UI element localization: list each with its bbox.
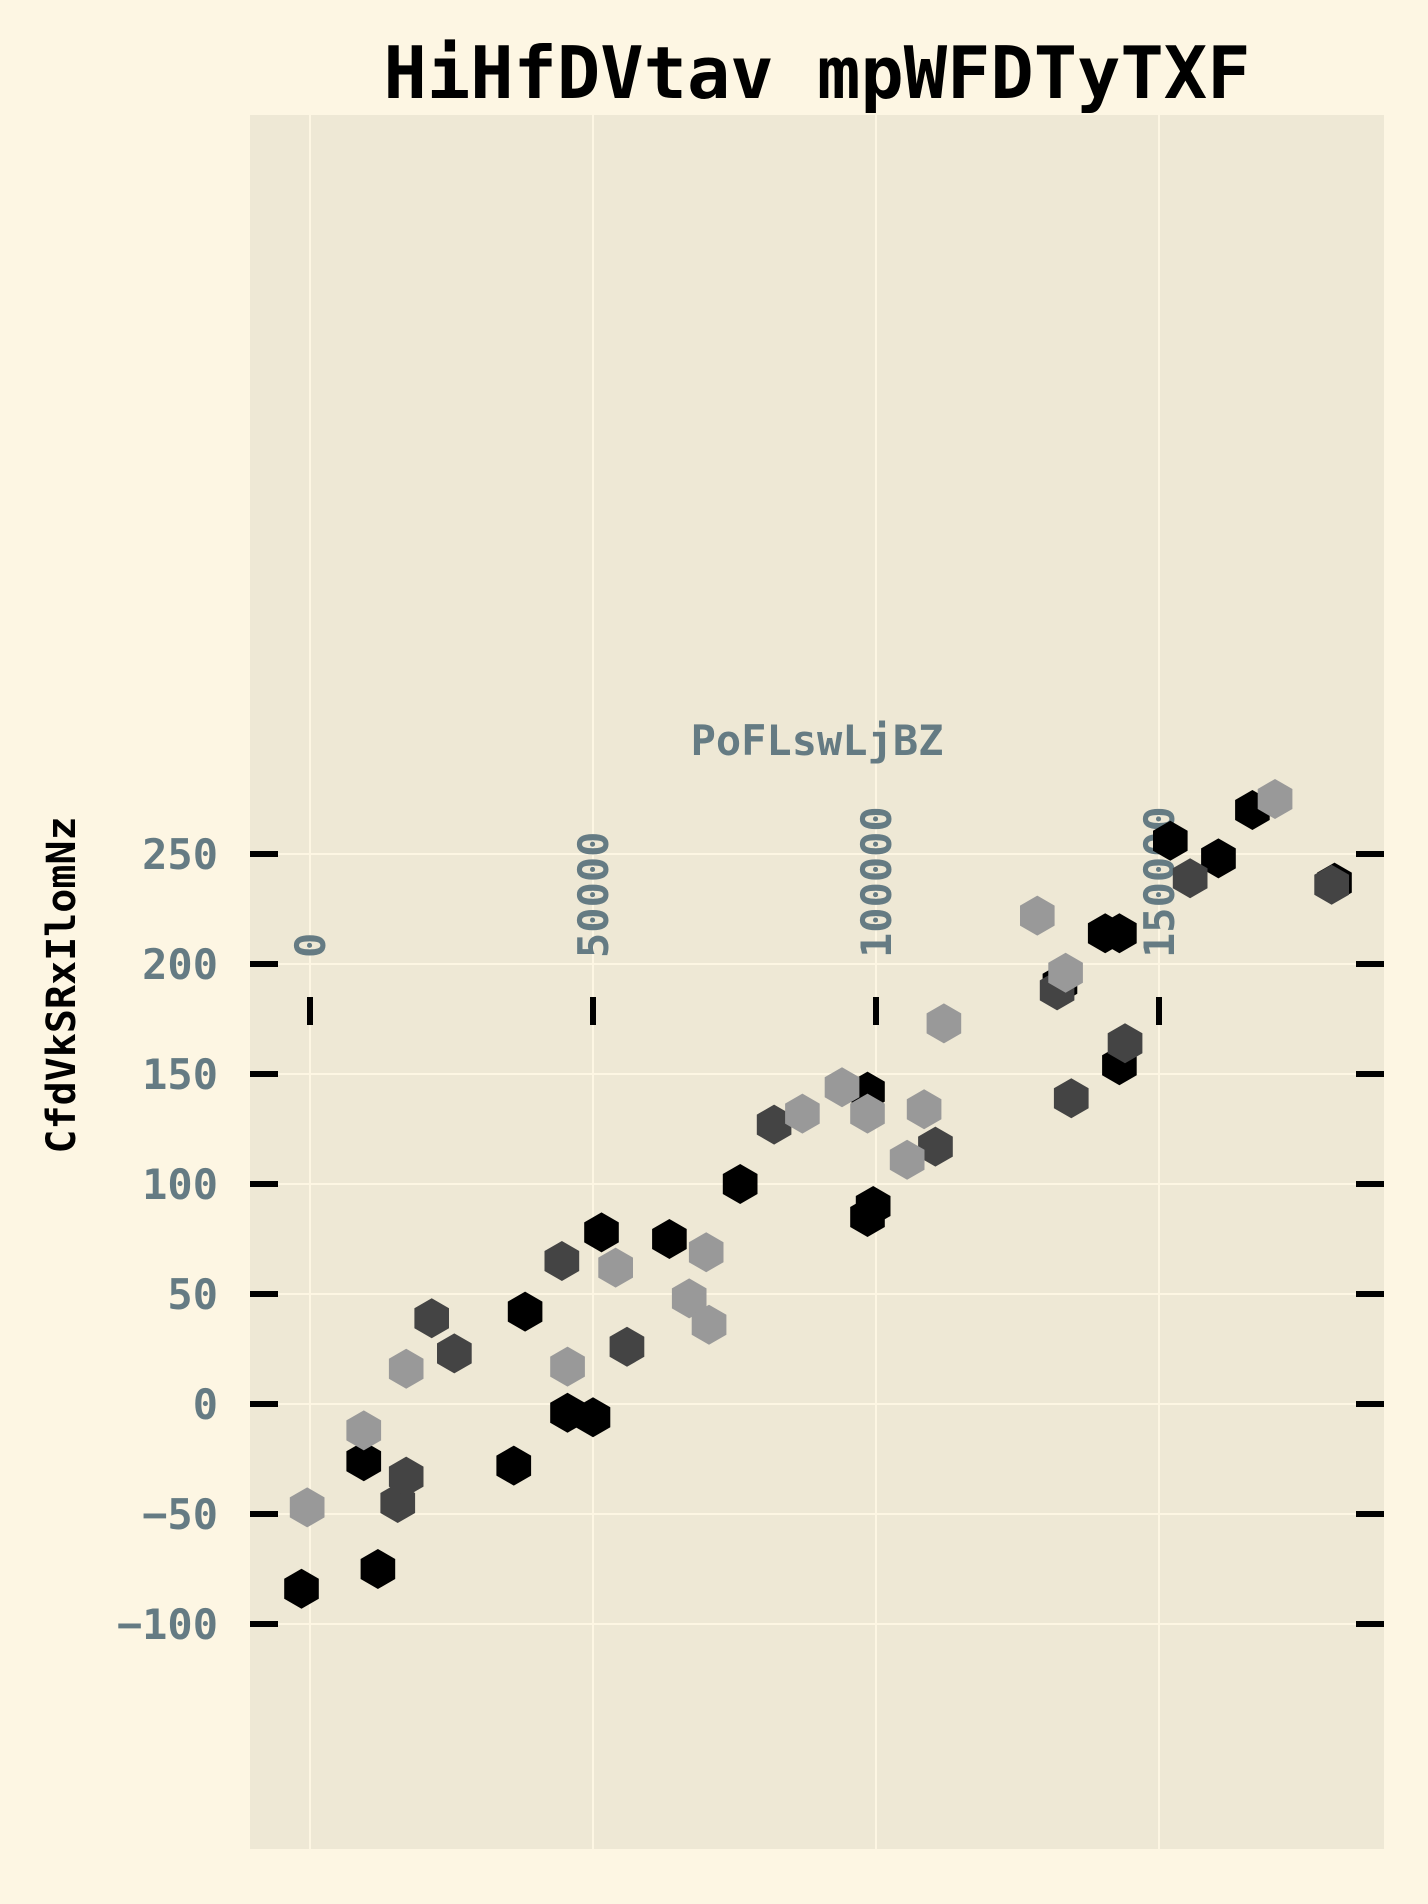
data-point — [926, 1003, 962, 1044]
data-points — [284, 779, 1352, 1609]
data-point — [785, 1093, 820, 1134]
data-point — [1172, 858, 1208, 899]
data-point — [346, 1441, 382, 1482]
x-axis-label: PoFLswLjBZ — [691, 716, 944, 765]
y-axis-label: CfdVkSRxIlomNz — [39, 816, 85, 1153]
data-point — [346, 1410, 382, 1451]
y-tick-label: 200 — [142, 940, 218, 989]
data-point — [1314, 864, 1349, 905]
y-tick-label: 50 — [167, 1270, 218, 1319]
data-point — [284, 1568, 319, 1609]
data-point — [414, 1298, 449, 1339]
data-point — [575, 1397, 611, 1438]
data-point — [496, 1445, 532, 1486]
y-tick-label: 100 — [142, 1160, 218, 1209]
data-point — [652, 1219, 687, 1259]
data-point — [1053, 1078, 1089, 1119]
data-point — [360, 1549, 396, 1589]
grid-lines — [250, 115, 1384, 1849]
data-point — [289, 1487, 325, 1528]
data-point — [824, 1067, 860, 1108]
data-point — [691, 1304, 727, 1345]
y-axis-ticks: −100 −50 0 50 100 150 200 250 — [117, 830, 1384, 1649]
data-point — [1201, 838, 1236, 879]
data-point — [1257, 779, 1293, 819]
data-point — [598, 1247, 633, 1288]
data-point — [1107, 1023, 1143, 1064]
data-point — [507, 1291, 543, 1332]
chart-title: HiHfDVtav mpWFDTyTXF — [384, 31, 1251, 115]
data-point — [855, 1186, 891, 1226]
y-tick-label: −50 — [142, 1490, 218, 1539]
data-point — [889, 1139, 925, 1180]
data-point — [850, 1093, 885, 1134]
data-point — [756, 1104, 792, 1145]
data-point — [609, 1326, 645, 1367]
data-point — [1020, 895, 1055, 936]
data-point — [671, 1278, 707, 1319]
data-point — [437, 1333, 472, 1374]
data-point — [388, 1456, 424, 1497]
data-point — [918, 1126, 953, 1167]
data-point — [1048, 952, 1083, 993]
x-tick-label: 100000 — [852, 806, 901, 958]
data-point — [722, 1164, 758, 1204]
y-tick-label: 0 — [193, 1380, 218, 1429]
data-point — [1153, 820, 1188, 861]
y-tick-label: 250 — [142, 830, 218, 879]
y-tick-label: 150 — [142, 1050, 218, 1099]
data-point — [688, 1232, 724, 1273]
x-tick-label: 50000 — [569, 832, 618, 958]
y-tick-label: −100 — [117, 1600, 218, 1649]
data-point — [584, 1212, 619, 1253]
x-tick-label: 0 — [286, 933, 335, 958]
plot-area — [250, 115, 1384, 1849]
data-point — [388, 1348, 424, 1389]
data-point — [1102, 913, 1137, 954]
data-point — [550, 1346, 585, 1387]
data-point — [544, 1241, 580, 1281]
data-point — [906, 1089, 942, 1130]
